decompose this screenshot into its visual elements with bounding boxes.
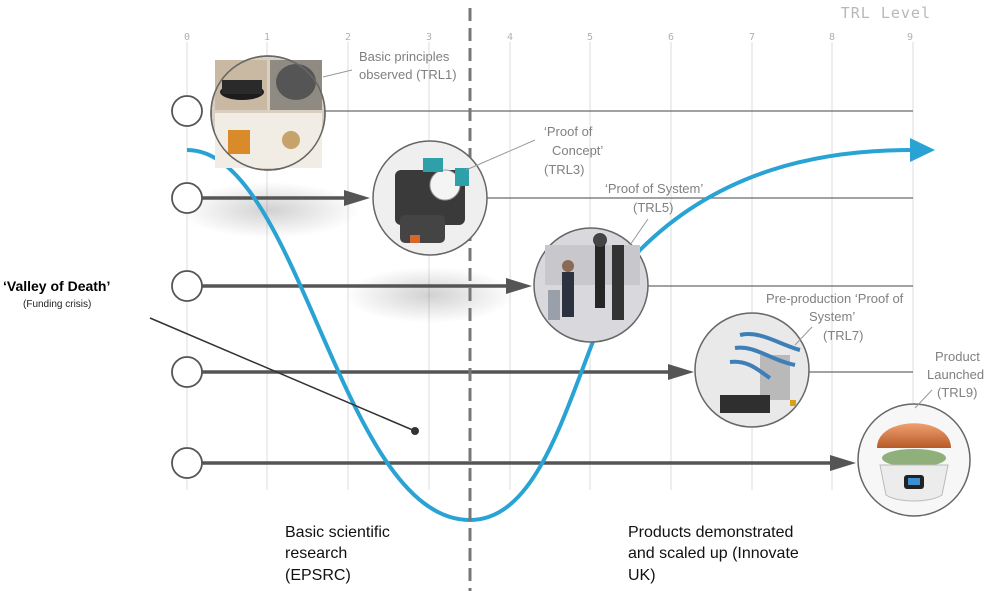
tick-4: 4	[507, 32, 513, 43]
stage-4-line1: Pre-production ‘Proof of	[766, 291, 904, 306]
photo-trl1	[210, 55, 326, 171]
stage-4-line3: (TRL7)	[823, 328, 863, 343]
tick-3: 3	[426, 32, 432, 43]
stage-label-trl9: Product Launched (TRL9)	[914, 349, 984, 409]
stage-4-line2: System’	[809, 309, 855, 324]
stage-2-line3: (TRL3)	[544, 162, 584, 177]
stage-1-line1: Basic principles	[359, 49, 450, 64]
stage-3-line2: (TRL5)	[633, 200, 673, 215]
stage-markers	[171, 95, 203, 479]
stage-5-line3: (TRL9)	[937, 385, 977, 400]
research-line2: research	[285, 545, 347, 562]
innovate-line1: Products demonstrated	[628, 524, 793, 541]
tick-2: 2	[345, 32, 351, 43]
stage-5-line1: Product	[935, 349, 980, 364]
innovate-label: Products demonstrated and scaled up (Inn…	[628, 524, 799, 584]
innovate-line3: UK)	[628, 567, 656, 584]
stage-3-line1: ‘Proof of System’	[605, 181, 703, 196]
stage-label-trl1: Basic principles observed (TRL1)	[322, 49, 457, 82]
photo-trl7	[694, 312, 810, 428]
curve-arrowhead	[910, 138, 935, 162]
stage-1-line2: observed (TRL1)	[359, 67, 457, 82]
tick-8: 8	[829, 32, 835, 43]
shadow-blob	[180, 182, 360, 238]
tick-9: 9	[907, 32, 913, 43]
photo-trl9	[857, 403, 971, 517]
stage-2-line2: Concept’	[552, 143, 603, 158]
tick-1: 1	[264, 32, 270, 43]
valley-callout: ‘Valley of Death’ (Funding crisis)	[3, 278, 419, 435]
research-line1: Basic scientific	[285, 524, 390, 541]
trl-curve	[186, 148, 913, 523]
axis-title: TRL Level	[841, 4, 931, 22]
tick-0: 0	[184, 32, 190, 43]
stage-5-line2: Launched	[927, 367, 984, 382]
shadow-blob	[345, 267, 515, 323]
tick-7: 7	[749, 32, 755, 43]
photo-trl3	[372, 140, 488, 256]
research-label: Basic scientific research (EPSRC)	[285, 524, 390, 584]
stage-label-trl7: Pre-production ‘Proof of System’ (TRL7)	[766, 291, 904, 346]
stage-label-trl5: ‘Proof of System’ (TRL5)	[605, 181, 703, 246]
tick-labels: 0 1 2 3 4 5 6 7 8 9	[184, 32, 913, 43]
photo-trl5	[533, 227, 649, 343]
stage-lines	[300, 110, 913, 373]
stage-2-line1: ‘Proof of	[544, 124, 593, 139]
tick-5: 5	[587, 32, 593, 43]
stage-label-trl3: ‘Proof of Concept’ (TRL3)	[465, 124, 603, 177]
research-line3: (EPSRC)	[285, 567, 351, 584]
stage-arrows	[202, 190, 856, 471]
valley-title: ‘Valley of Death’	[3, 278, 110, 294]
innovate-line2: and scaled up (Innovate	[628, 545, 799, 562]
tick-6: 6	[668, 32, 674, 43]
valley-subtitle: (Funding crisis)	[23, 299, 91, 310]
